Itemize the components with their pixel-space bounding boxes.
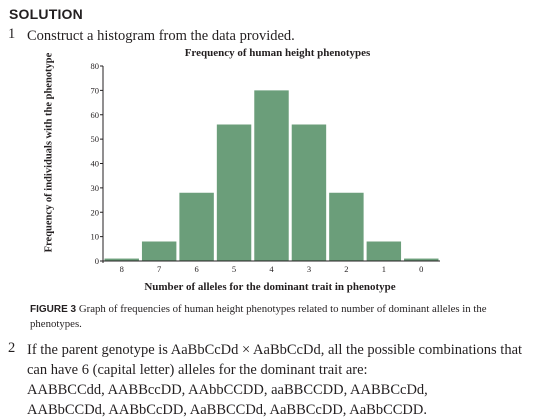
histogram-bar — [216, 124, 252, 261]
question-1-number: 1 — [8, 26, 16, 42]
y-tick-label: 60 — [91, 110, 100, 120]
x-tick-label: 2 — [344, 264, 348, 274]
histogram-bar — [366, 241, 402, 261]
combination-line-2: AABbCCDd, AABbCcDD, AaBBCCDd, AaBBCcDD, … — [27, 402, 427, 418]
question-2-prompt: If the parent genotype is AaBbCcDd × AaB… — [27, 342, 523, 378]
question-2-text: If the parent genotype is AaBbCcDd × AaB… — [27, 340, 532, 420]
x-tick-label: 0 — [419, 264, 423, 274]
x-tick-label: 7 — [157, 264, 161, 274]
histogram-bar — [329, 192, 364, 261]
y-tick-label: 70 — [91, 85, 100, 95]
y-tick-label: 20 — [91, 207, 100, 217]
x-tick-label: 6 — [194, 264, 198, 274]
y-tick-label: 30 — [91, 183, 100, 193]
histogram-bar — [141, 241, 177, 261]
x-tick-label: 4 — [269, 264, 274, 274]
question-2-number: 2 — [8, 340, 16, 356]
combination-line-1: AABBCCdd, AABBccDD, AAbbCCDD, aaBBCCDD, … — [27, 382, 428, 398]
x-axis-label: Number of alleles for the dominant trait… — [144, 281, 396, 293]
figure-caption-text: Graph of frequencies of human height phe… — [30, 303, 487, 330]
x-tick-label: 8 — [120, 264, 124, 274]
histogram-bar — [179, 192, 214, 261]
y-tick-label: 50 — [91, 134, 100, 144]
x-tick-label: 1 — [382, 264, 386, 274]
figure-caption: FIGURE 3 Graph of frequencies of human h… — [30, 302, 530, 332]
y-tick-label: 0 — [95, 256, 99, 266]
x-tick-label: 3 — [307, 264, 311, 274]
figure-label: FIGURE 3 — [30, 304, 77, 315]
x-tick-label: 5 — [232, 264, 236, 274]
y-tick-label: 80 — [91, 61, 100, 71]
chart-title: Frequency of human height phenotypes — [184, 47, 371, 59]
y-tick-label: 10 — [91, 232, 100, 242]
histogram-bar — [404, 258, 439, 261]
section-heading: SOLUTION — [9, 6, 83, 22]
histogram-bar — [291, 124, 327, 261]
question-1-text: Construct a histogram from the data prov… — [27, 28, 295, 44]
histogram-bar — [104, 258, 139, 261]
histogram-bar — [254, 90, 289, 261]
y-tick-label: 40 — [91, 159, 100, 169]
